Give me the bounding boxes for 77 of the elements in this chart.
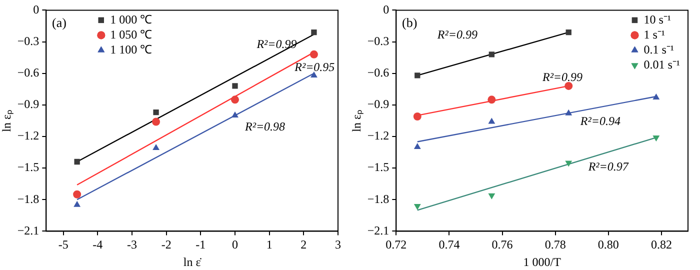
y-tick-label: 0	[383, 2, 390, 16]
point	[152, 144, 160, 150]
point	[414, 143, 421, 150]
x-tick-label: 0.76	[492, 238, 513, 252]
legend-label: 1 s⁻¹	[644, 27, 666, 42]
point	[231, 96, 239, 104]
y-tick-label: −0.9	[367, 97, 390, 112]
x-tick-label: -4	[92, 238, 103, 252]
legend-label: 0.1 s⁻¹	[644, 42, 674, 56]
x-tick-label: 0.78	[544, 238, 566, 252]
legend-label: 1 100 ℃	[110, 42, 152, 56]
legend-label: 1 050 ℃	[110, 27, 152, 42]
x-tick-label: 0.74	[438, 238, 460, 252]
point	[652, 94, 660, 100]
point	[565, 109, 572, 116]
point	[414, 72, 420, 78]
point	[565, 160, 572, 167]
x-tick-label: -3	[127, 238, 137, 252]
y-tick-label: −1.5	[367, 160, 390, 174]
y-tick-label: −1.2	[367, 128, 390, 143]
x-tick-label: 0.82	[650, 238, 672, 252]
x-axis-title: 1 000/T	[523, 254, 562, 269]
point	[311, 29, 317, 36]
y-tick-label: −2.1	[17, 223, 40, 238]
y-axis-title: ln εₚ	[0, 110, 14, 132]
annotation: (a)	[52, 14, 66, 30]
point	[152, 118, 160, 126]
point	[153, 109, 159, 116]
annotation: R²=0.99	[256, 37, 297, 52]
y-tick-label: −0.3	[17, 34, 40, 48]
annotation: R²=0.95	[294, 60, 335, 74]
point	[232, 83, 238, 89]
point	[73, 190, 82, 198]
x-tick-label: 1	[266, 238, 272, 252]
legend-label: 10 s⁻¹	[644, 12, 672, 26]
y-tick-label: −0.3	[367, 34, 390, 48]
annotation: R²=0.97	[587, 159, 630, 174]
y-tick-label: −0.6	[17, 66, 40, 80]
y-tick-label: −0.6	[367, 66, 390, 80]
annotation: R²=0.99	[541, 70, 583, 84]
legend-label: 0.01 s⁻¹	[644, 57, 680, 72]
point	[414, 204, 421, 210]
y-tick-label: −2.1	[367, 223, 390, 238]
point	[652, 136, 660, 142]
legend-label: 1 000 ℃	[110, 12, 152, 26]
point	[564, 82, 573, 90]
annotation: R²=0.94	[579, 114, 620, 128]
point	[566, 29, 572, 36]
annotation: (b)	[402, 14, 418, 30]
x-tick-label: -2	[161, 238, 172, 252]
point	[488, 52, 495, 58]
point	[232, 111, 238, 118]
point	[74, 158, 80, 165]
y-tick-label: 0	[33, 2, 40, 16]
y-tick-label: −1.5	[17, 160, 40, 174]
x-tick-label: 3	[335, 238, 341, 252]
x-tick-label: 0.80	[598, 238, 619, 252]
point	[488, 96, 496, 104]
point	[488, 118, 496, 124]
y-axis-title: ln εₚ	[349, 110, 364, 132]
point	[413, 112, 422, 120]
point	[310, 50, 318, 58]
x-tick-label: -1	[196, 238, 206, 252]
y-tick-label: −0.9	[17, 97, 40, 112]
point	[74, 200, 81, 207]
y-tick-label: −1.8	[367, 192, 390, 206]
y-tick-label: −1.8	[17, 192, 40, 206]
point	[488, 193, 496, 200]
point	[310, 71, 318, 78]
x-tick-label: 0.72	[386, 238, 407, 252]
x-axis-title: ln ε̇	[183, 254, 202, 269]
x-tick-label: -5	[58, 238, 68, 252]
x-tick-label: 2	[300, 238, 307, 252]
annotation: R²=0.99	[436, 28, 478, 42]
x-tick-label: 0	[232, 238, 238, 252]
annotation: R²=0.98	[244, 119, 286, 134]
y-tick-label: −1.2	[17, 128, 40, 143]
